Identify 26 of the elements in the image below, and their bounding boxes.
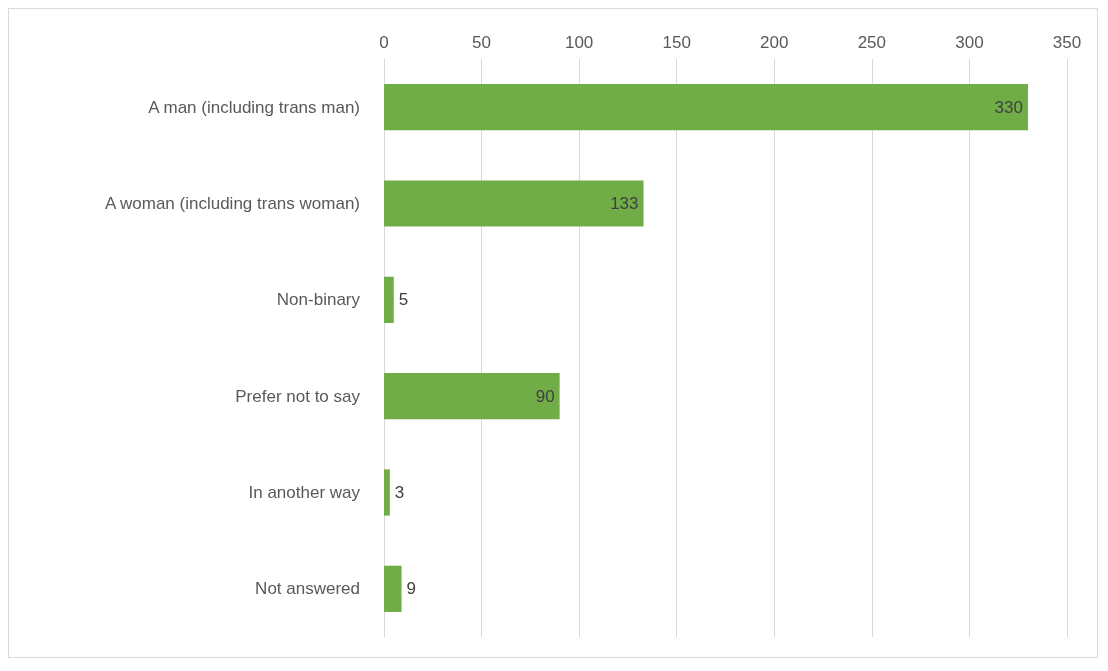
x-tick-label: 0: [379, 33, 389, 52]
x-tick-label: 150: [662, 33, 691, 52]
data-label: 5: [398, 290, 409, 310]
x-tick-label: 200: [760, 33, 789, 52]
y-tick-label: A woman (including trans woman): [104, 194, 360, 213]
y-tick-label: Not answered: [255, 579, 360, 599]
y-tick-label: In another way: [248, 483, 361, 502]
x-tick-label: 350: [1052, 33, 1082, 52]
y-tick-label: A man (including trans man): [148, 97, 360, 117]
bar: [384, 180, 644, 227]
data-label: 330: [994, 97, 1023, 117]
y-tick-label: Prefer not to say: [235, 386, 361, 406]
bar: [384, 373, 560, 420]
bar: [384, 84, 1028, 131]
bar: [384, 276, 394, 323]
x-tick-label: 250: [857, 33, 887, 52]
y-tick-label: Non-binary: [276, 290, 361, 310]
data-label: 3: [394, 483, 405, 502]
x-tick-label: 300: [955, 33, 984, 52]
x-tick-label: 50: [472, 33, 492, 52]
data-label: 90: [535, 386, 555, 406]
data-label: 133: [610, 194, 639, 213]
bar: [384, 469, 390, 516]
x-tick-label: 100: [564, 33, 594, 52]
bar: [384, 565, 402, 612]
data-label: 9: [406, 579, 417, 599]
